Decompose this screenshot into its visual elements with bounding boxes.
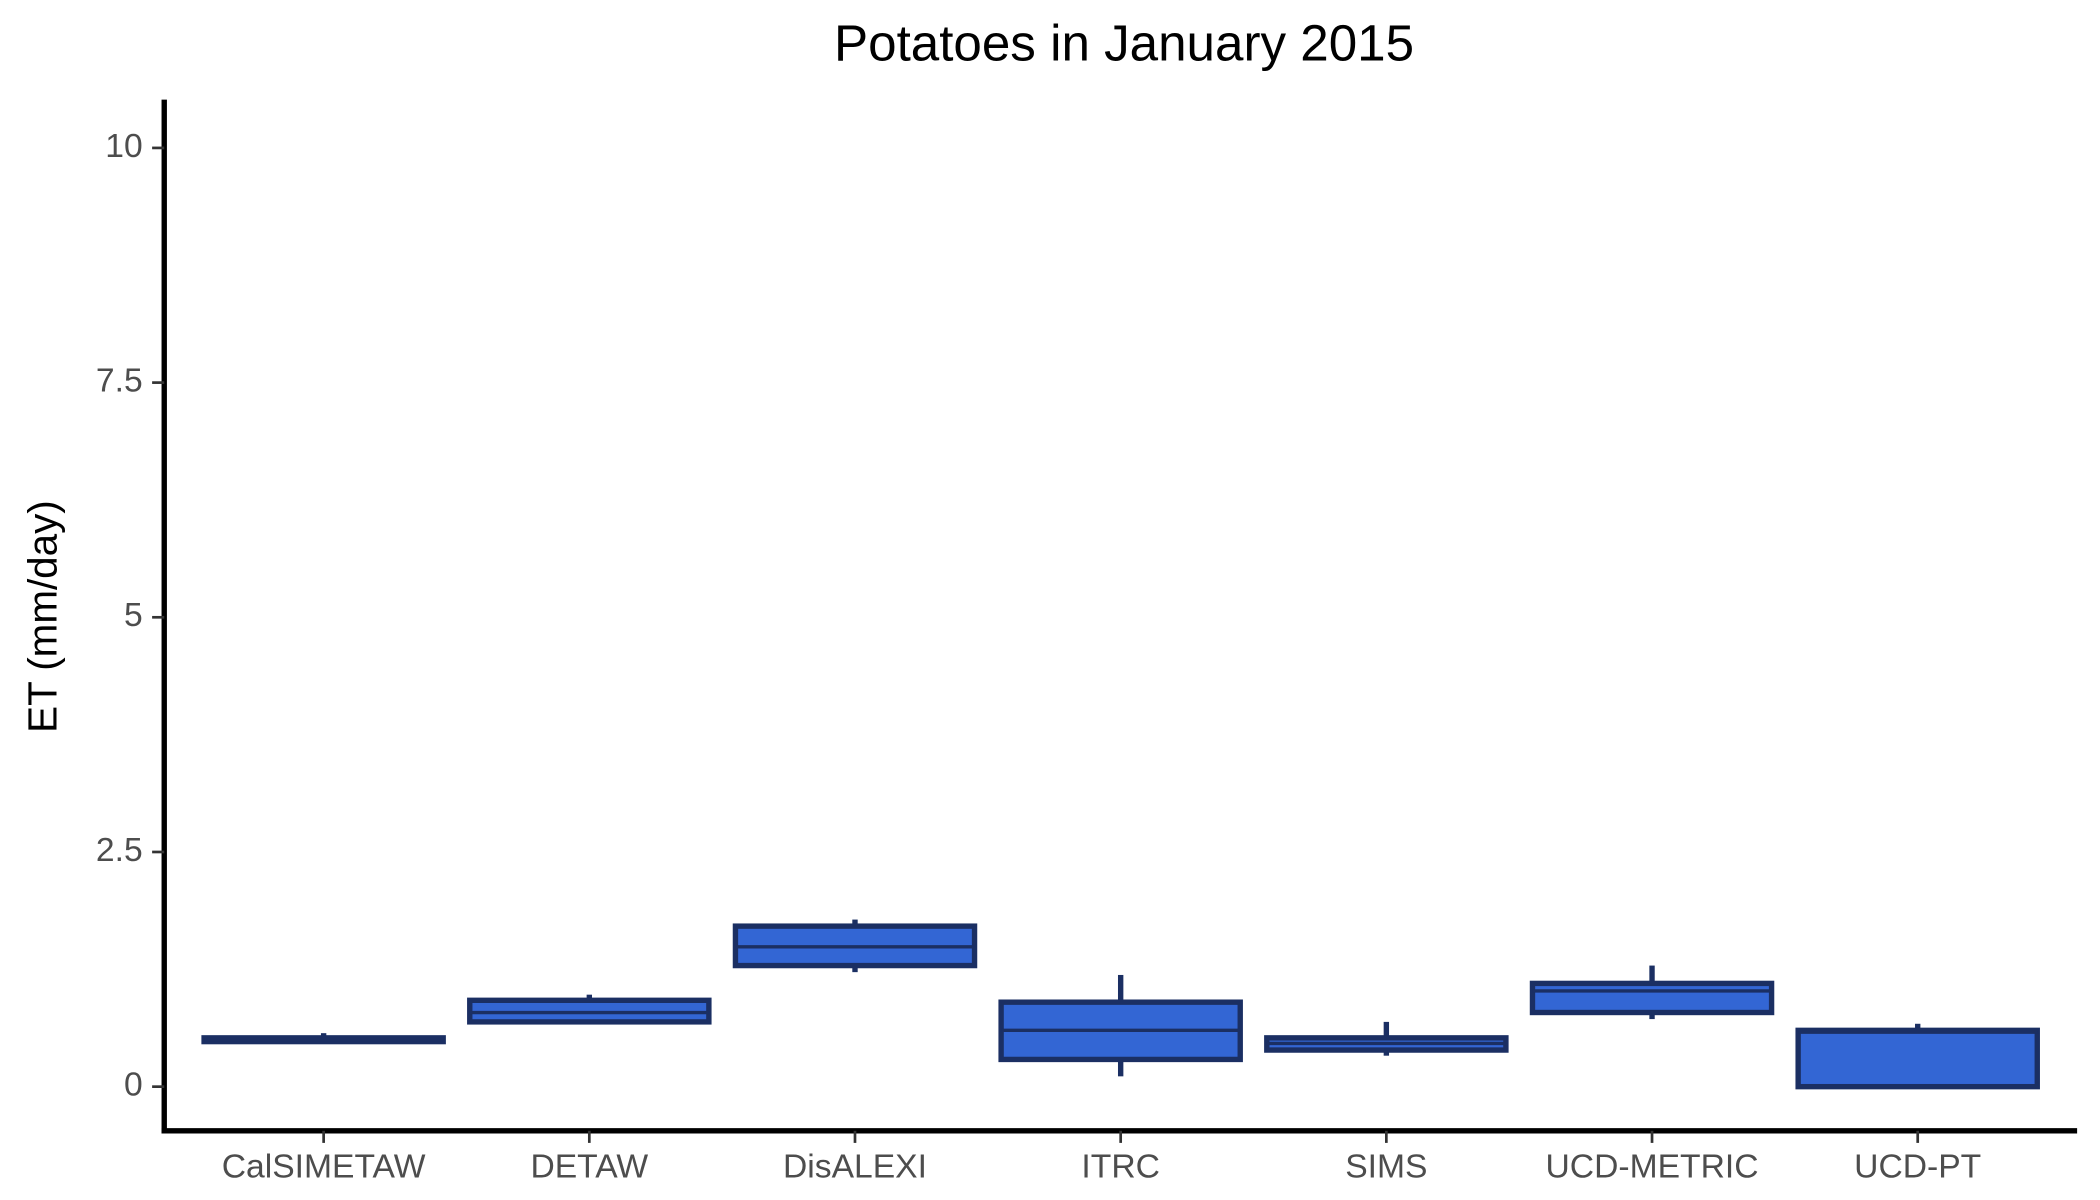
y-axis-label: ET (mm/day) [19, 500, 65, 733]
x-tick-label: SIMS [1345, 1148, 1427, 1185]
chart-title: Potatoes in January 2015 [834, 15, 1414, 72]
x-tick-label: DisALEXI [783, 1148, 927, 1185]
x-tick-label: ITRC [1081, 1148, 1159, 1185]
y-tick-label: 2.5 [96, 832, 143, 869]
x-tick-label: CalSIMETAW [222, 1148, 426, 1185]
y-tick-label: 0 [124, 1067, 143, 1104]
box [1529, 980, 1775, 1016]
y-tick-label: 5 [124, 597, 143, 634]
x-tick-label: UCD-METRIC [1546, 1148, 1759, 1185]
x-tick-label: DETAW [530, 1148, 648, 1185]
y-tick-label: 7.5 [96, 362, 143, 399]
y-tick-label: 10 [105, 128, 142, 165]
x-tick-label: UCD-PT [1854, 1148, 1981, 1185]
box [1795, 1027, 2040, 1090]
